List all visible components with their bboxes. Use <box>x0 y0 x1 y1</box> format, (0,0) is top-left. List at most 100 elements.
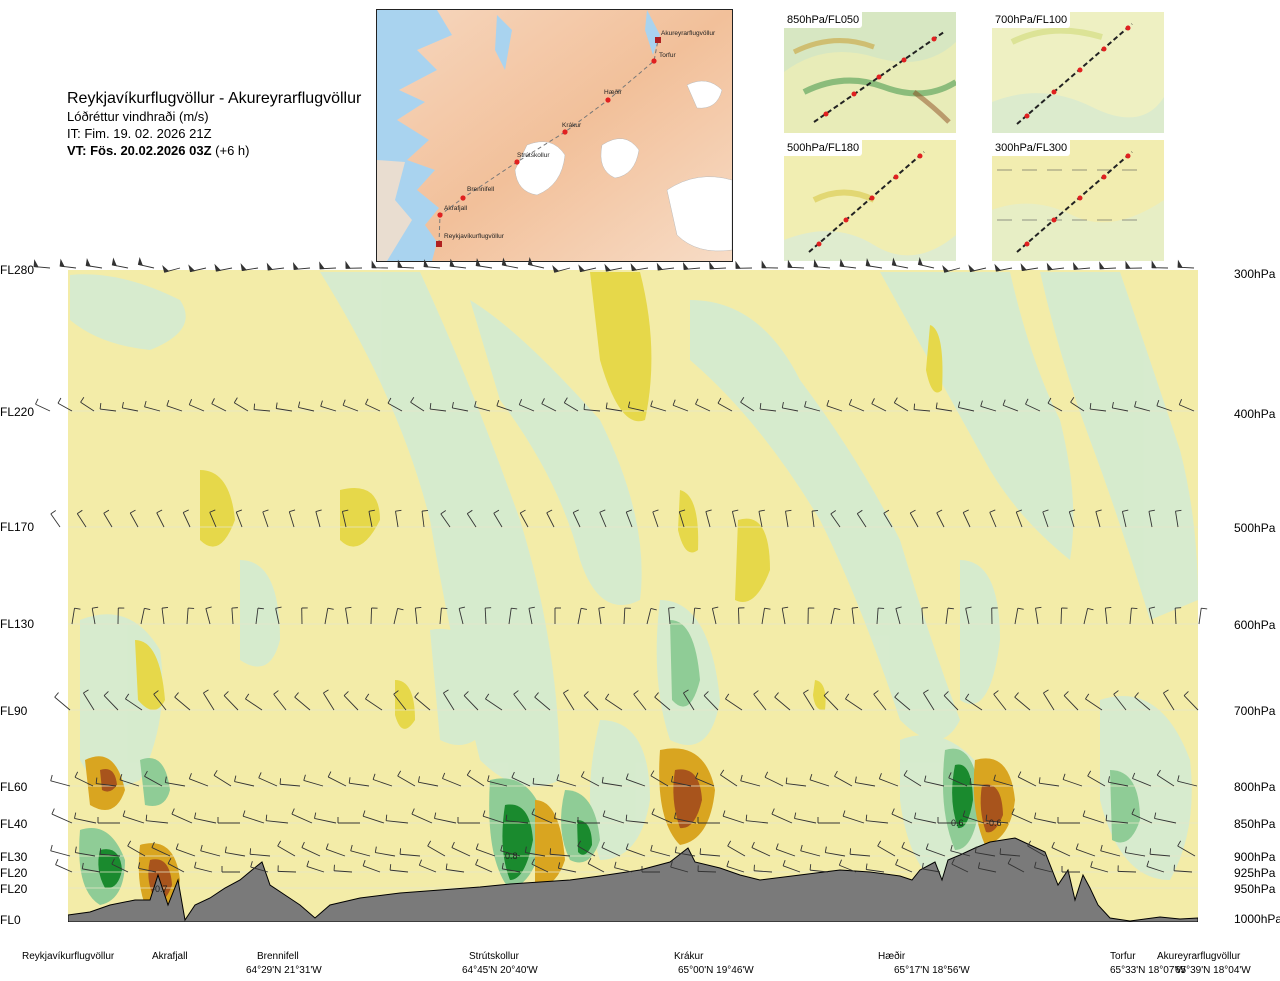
wind-barb <box>76 509 87 528</box>
thumb-500[interactable]: 500hPa/FL180 <box>784 140 956 261</box>
wind-barb <box>85 258 103 269</box>
wind-barb <box>1075 843 1096 857</box>
wind-barb <box>164 776 186 787</box>
coord-haedir: 65°17'N 18°56'W <box>894 965 970 976</box>
wind-barb <box>1149 848 1171 857</box>
wind-barb <box>625 773 646 787</box>
wind-barb <box>337 817 360 824</box>
wind-barb <box>753 864 773 873</box>
wind-barb <box>385 814 409 824</box>
wind-barb <box>137 257 155 269</box>
wind-barb <box>652 509 659 528</box>
wind-barb <box>993 774 1014 787</box>
wind-barb <box>217 817 240 824</box>
wind-barb <box>245 693 263 711</box>
wind-barb <box>119 773 140 787</box>
place-torfur: Torfur <box>1110 951 1136 962</box>
wind-barb <box>327 771 347 787</box>
wind-barb <box>81 862 101 873</box>
descent-band <box>200 470 235 547</box>
wind-barb <box>1042 509 1049 528</box>
thumb-300[interactable]: 300hPa/FL300 <box>992 140 1164 261</box>
wind-barb <box>1125 260 1143 269</box>
wind-barb <box>50 774 71 787</box>
wind-barb <box>323 689 335 711</box>
wind-barb <box>878 773 899 787</box>
wind-barb <box>1025 398 1041 412</box>
wind-barb <box>807 607 815 625</box>
wind-barb <box>1061 866 1080 873</box>
wind-barb <box>580 771 600 787</box>
wind-barb <box>161 606 169 625</box>
wind-barb <box>989 509 997 528</box>
thumb-700[interactable]: 700hPa/FL100 <box>992 12 1164 133</box>
wind-barb <box>265 814 289 824</box>
wind-barb <box>166 399 183 412</box>
wind-barb <box>121 401 139 412</box>
wind-barb <box>1124 846 1146 857</box>
wind-barb <box>670 861 689 873</box>
wind-barb <box>577 817 600 824</box>
wind-barb <box>674 812 697 824</box>
wind-barb <box>277 840 296 857</box>
coord-torfur: 65°33'N 18°07'W <box>1110 965 1186 976</box>
wind-barb <box>1111 401 1129 412</box>
wind-barb <box>824 846 846 857</box>
wind-barb <box>74 812 97 824</box>
hpa-label-400: 400hPa <box>1234 407 1276 421</box>
wind-barb <box>650 844 671 857</box>
wind-barb <box>528 606 535 625</box>
wind-barb <box>1146 860 1165 873</box>
value-annotation: 0.8 <box>505 851 518 861</box>
wind-barb <box>518 399 535 412</box>
descent-band <box>395 680 415 729</box>
descent-band <box>926 325 943 393</box>
wind-barb <box>943 691 959 711</box>
place-brennifell: Brennifell <box>257 951 299 962</box>
wind-barb <box>345 260 363 269</box>
wind-barb <box>1117 865 1137 873</box>
wind-barb <box>466 769 485 787</box>
wind-barb <box>532 777 554 787</box>
wind-barb <box>692 607 701 625</box>
wind-barb <box>527 257 545 269</box>
wind-barb <box>811 509 819 528</box>
wind-barb <box>372 773 393 787</box>
wind-barb <box>249 848 271 857</box>
wind-barb <box>577 840 596 857</box>
wind-barb <box>137 862 157 873</box>
wind-barb <box>145 814 169 824</box>
wind-barb <box>445 863 465 873</box>
wind-barb <box>156 509 165 528</box>
wind-barb <box>577 607 588 625</box>
wind-barb <box>697 817 720 824</box>
wind-barb <box>893 397 909 412</box>
descent-band <box>813 680 826 711</box>
wind-barb <box>414 692 431 711</box>
wind-barb <box>924 775 945 787</box>
wind-barb <box>140 607 151 625</box>
wind-barb <box>782 860 801 873</box>
title-block: Reykjavíkurflugvöllur - Akureyrarflugvöl… <box>67 90 361 159</box>
wind-barb <box>1132 772 1152 787</box>
wind-barb <box>95 777 117 787</box>
wind-barb <box>80 397 95 412</box>
wind-barb <box>1173 864 1193 873</box>
wind-barb <box>727 840 746 857</box>
thumb-500-map <box>784 140 956 261</box>
hpa-label-300: 300hPa <box>1234 267 1276 281</box>
descent-band <box>135 640 165 710</box>
wind-barb <box>605 402 623 412</box>
wind-barb <box>921 862 941 873</box>
wind-barb <box>1047 397 1063 412</box>
wind-barb <box>440 510 451 528</box>
wind-barb <box>901 841 921 857</box>
wind-barb <box>771 808 793 824</box>
wind-barb <box>387 397 403 412</box>
wind-barb <box>682 261 701 270</box>
wind-barb <box>1156 399 1173 412</box>
thumb-850[interactable]: 850hPa/FL050 <box>784 12 956 133</box>
wind-barb <box>957 401 975 412</box>
wind-barb <box>672 399 689 412</box>
wind-barb <box>393 607 404 625</box>
